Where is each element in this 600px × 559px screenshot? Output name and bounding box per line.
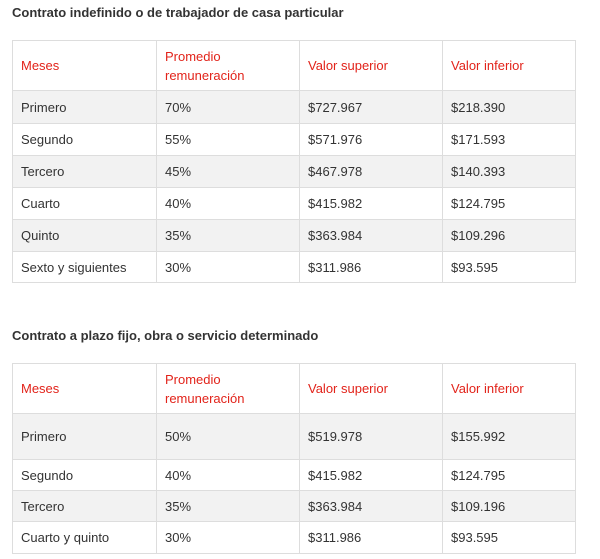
- table-row: Cuarto 40% $415.982 $124.795: [12, 187, 576, 220]
- header-promedio-remuneracion: Promedio remuneración: [156, 363, 300, 414]
- table-row: Primero 70% $727.967 $218.390: [12, 90, 576, 124]
- cell-mes: Primero: [12, 413, 157, 460]
- header-meses: Meses: [12, 363, 157, 414]
- cell-valor-superior: $311.986: [299, 251, 443, 283]
- cell-promedio: 70%: [156, 90, 300, 124]
- header-valor-inferior: Valor inferior: [442, 363, 576, 414]
- table-row: Quinto 35% $363.984 $109.296: [12, 219, 576, 252]
- header-meses: Meses: [12, 40, 157, 91]
- table-row: Tercero 35% $363.984 $109.196: [12, 490, 576, 522]
- cell-promedio: 40%: [156, 459, 300, 491]
- table-row: Tercero 45% $467.978 $140.393: [12, 155, 576, 188]
- cell-valor-inferior: $124.795: [442, 187, 576, 220]
- cell-mes: Primero: [12, 90, 157, 124]
- table-row: Cuarto y quinto 30% $311.986 $93.595: [12, 521, 576, 554]
- table-row: Segundo 40% $415.982 $124.795: [12, 459, 576, 491]
- cell-mes: Quinto: [12, 219, 157, 252]
- cell-promedio: 50%: [156, 413, 300, 460]
- header-valor-superior: Valor superior: [299, 40, 443, 91]
- cell-mes: Cuarto y quinto: [12, 521, 157, 554]
- cell-valor-inferior: $93.595: [442, 251, 576, 283]
- cell-valor-inferior: $171.593: [442, 123, 576, 156]
- cell-promedio: 40%: [156, 187, 300, 220]
- cell-mes: Sexto y siguientes: [12, 251, 157, 283]
- cell-valor-superior: $363.984: [299, 219, 443, 252]
- table-row: Primero 50% $519.978 $155.992: [12, 413, 576, 460]
- section-title-plazo-fijo: Contrato a plazo fijo, obra o servicio d…: [12, 328, 319, 343]
- cell-promedio: 35%: [156, 490, 300, 522]
- cell-mes: Tercero: [12, 490, 157, 522]
- table-plazo-fijo: Meses Promedio remuneración Valor superi…: [12, 363, 576, 554]
- cell-valor-superior: $311.986: [299, 521, 443, 554]
- cell-promedio: 45%: [156, 155, 300, 188]
- cell-valor-superior: $727.967: [299, 90, 443, 124]
- header-valor-inferior: Valor inferior: [442, 40, 576, 91]
- table-header-row: Meses Promedio remuneración Valor superi…: [12, 363, 576, 414]
- cell-promedio: 30%: [156, 251, 300, 283]
- cell-valor-inferior: $109.196: [442, 490, 576, 522]
- header-valor-superior: Valor superior: [299, 363, 443, 414]
- cell-mes: Segundo: [12, 459, 157, 491]
- table-indefinido: Meses Promedio remuneración Valor superi…: [12, 40, 576, 283]
- table-header-row: Meses Promedio remuneración Valor superi…: [12, 40, 576, 91]
- table-row: Segundo 55% $571.976 $171.593: [12, 123, 576, 156]
- cell-valor-inferior: $218.390: [442, 90, 576, 124]
- cell-valor-superior: $571.976: [299, 123, 443, 156]
- section-title-indefinido: Contrato indefinido o de trabajador de c…: [12, 5, 344, 20]
- cell-mes: Cuarto: [12, 187, 157, 220]
- cell-promedio: 55%: [156, 123, 300, 156]
- cell-valor-superior: $415.982: [299, 459, 443, 491]
- cell-valor-superior: $363.984: [299, 490, 443, 522]
- header-promedio-remuneracion: Promedio remuneración: [156, 40, 300, 91]
- cell-valor-inferior: $140.393: [442, 155, 576, 188]
- table-row: Sexto y siguientes 30% $311.986 $93.595: [12, 251, 576, 283]
- cell-mes: Tercero: [12, 155, 157, 188]
- cell-mes: Segundo: [12, 123, 157, 156]
- cell-promedio: 35%: [156, 219, 300, 252]
- cell-valor-inferior: $109.296: [442, 219, 576, 252]
- cell-valor-superior: $519.978: [299, 413, 443, 460]
- cell-valor-superior: $415.982: [299, 187, 443, 220]
- cell-valor-inferior: $124.795: [442, 459, 576, 491]
- cell-promedio: 30%: [156, 521, 300, 554]
- cell-valor-inferior: $93.595: [442, 521, 576, 554]
- cell-valor-inferior: $155.992: [442, 413, 576, 460]
- cell-valor-superior: $467.978: [299, 155, 443, 188]
